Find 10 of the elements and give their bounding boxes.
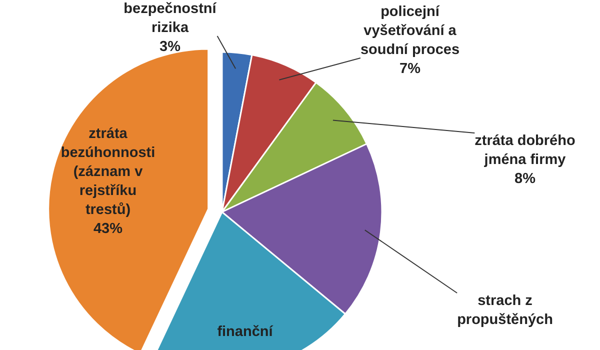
slice-label: ztráta bezúhonnosti (záznam v rejstříku trestů) [60, 126, 156, 218]
slice-label: ztráta dobrého jména firmy [474, 133, 576, 168]
data-label: 3% [160, 39, 181, 55]
slice-label: bezpečnostní rizika [124, 1, 218, 36]
data-label: 7% [400, 61, 421, 77]
slice-label: finanční [217, 324, 274, 340]
slice-label: policejní vyšetřování a soudní proces [360, 4, 460, 58]
data-label: 8% [514, 171, 536, 187]
data-label: 43% [93, 221, 123, 237]
slice-label: strach z propuštěných [457, 293, 553, 328]
